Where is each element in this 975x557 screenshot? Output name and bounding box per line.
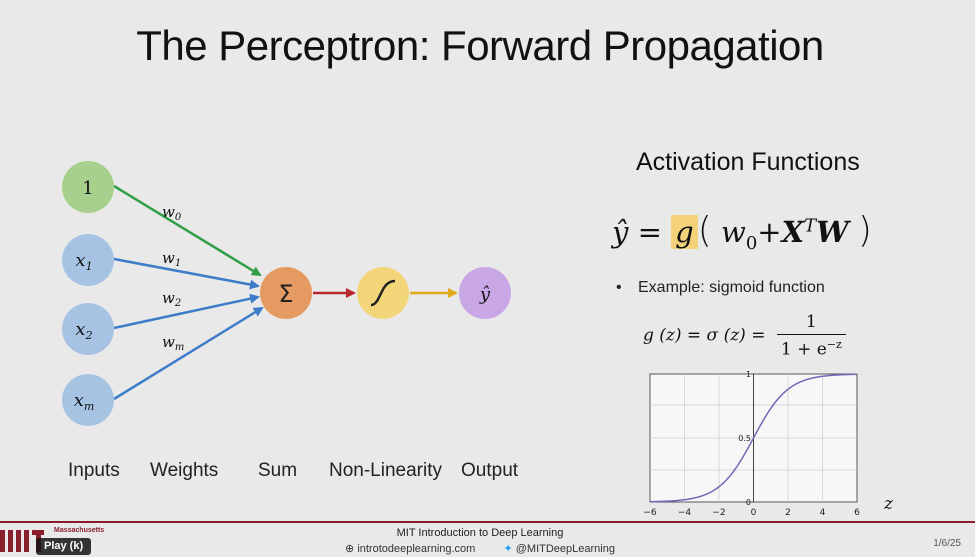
eq-close-paren: ) [857,210,872,251]
y-tick-label: 1 [746,370,751,379]
bullet-example: • Example: sigmoid function [616,279,825,297]
weight-sub-w2: 2 [174,298,181,309]
y-tick-label: 0 [746,498,751,507]
nonlinearity-node [357,267,409,319]
x-tick-label: 2 [785,508,791,518]
eq-g-highlight: g [671,215,698,249]
bullet-dot-icon: • [616,279,622,296]
institution-text: Massachusetts [54,527,105,534]
edge-w1 [113,257,260,290]
globe-icon: ⊕ [345,543,355,555]
eq-T: T [804,215,817,237]
eq-W: W [816,215,849,249]
weight-sub-w0: 0 [175,212,182,223]
weight-sub-w1: 1 [175,258,181,269]
x-tick-label: −2 [712,508,725,518]
slide-date: 1/6/25 [933,538,961,549]
plot-x-ticks: −6 −4 −2 0 2 4 6 [643,508,860,518]
weight-label-wm: wm [162,333,184,353]
edge-wm [113,306,264,401]
footer-course-title: MIT Introduction to Deep Learning [396,527,564,539]
weight-sub-wm: m [175,342,184,353]
label-output: Output [461,460,519,481]
input-node-x2 [62,303,114,355]
eq-X: X [781,215,805,249]
input-node-x1 [62,234,114,286]
y-tick-label: 0.5 [738,434,751,443]
sigmoid-curve [649,373,858,503]
slide-footer: Massachusetts MIT Introduction to Deep L… [0,521,975,557]
sigmoid-lhs: g (z) = σ (z) = [643,325,766,346]
x-tick-label: −6 [643,508,657,518]
sigmoid-fraction: 1 1 + e−z [776,312,846,360]
sum-node [260,267,312,319]
perceptron-diagram: w0 w1 w2 wm 1 x1 x2 xm Σ ŷ [62,161,511,426]
sigmoid-denominator: 1 + e−z [776,334,846,360]
eq-w: w [720,215,746,249]
label-nonlinearity: Non-Linearity [329,460,442,481]
sigmoid-equation: g (z) = σ (z) = 1 1 + e−z [643,312,846,360]
edge-w0 [113,184,262,277]
x-tick-label: 4 [820,508,826,518]
output-node [459,267,511,319]
input-node-bias-label: 1 [82,178,93,199]
weight-label-w2: w2 [162,289,181,309]
footer-links: ⊕ introtodeeplearning.com ✦ @MITDeepLear… [0,542,960,555]
plot-grid [650,374,857,502]
sigmoid-numerator: 1 [805,312,817,332]
activation-functions-title: Activation Functions [636,148,860,176]
sum-symbol: Σ [278,280,293,308]
x-tick-label: −4 [678,508,692,518]
plot-area [649,373,858,503]
eq-equals: = [637,215,662,249]
eq-w-sub: 0 [745,232,758,254]
sigmoid-denominator-base: 1 + e [780,339,827,360]
label-inputs: Inputs [68,460,120,481]
label-sum: Sum [258,460,298,481]
weight-label-w0: w0 [162,203,182,223]
eq-open-paren: ( [697,210,712,251]
x-tick-label: 0 [751,508,757,518]
play-tooltip: Play (k) [36,538,92,555]
slide-title: The Perceptron: Forward Propagation [136,22,824,69]
input-node-xm [62,374,114,426]
sigmoid-icon [370,279,396,307]
edge-w2 [113,293,260,330]
x-tick-label: 6 [854,508,860,518]
plot-y-ticks: 00.51 [738,370,751,507]
weight-label-w1: w1 [162,249,181,269]
input-node-bias [62,161,114,213]
activation-equation: ŷ = g( w0+XTW ) [612,210,872,264]
eq-plus: + [757,215,782,249]
bullet-text: Example: sigmoid function [638,279,825,296]
output-symbol: ŷ [479,284,491,305]
footer-site-link[interactable]: introtodeeplearning.com [357,543,476,555]
sigmoid-exponent: −z [826,338,842,351]
label-weights: Weights [150,460,219,481]
footer-twitter-link[interactable]: @MITDeepLearning [515,543,615,555]
twitter-icon: ✦ [503,543,513,555]
plot-x-axis-label: z [883,494,894,514]
eq-yhat: ŷ [612,215,629,249]
